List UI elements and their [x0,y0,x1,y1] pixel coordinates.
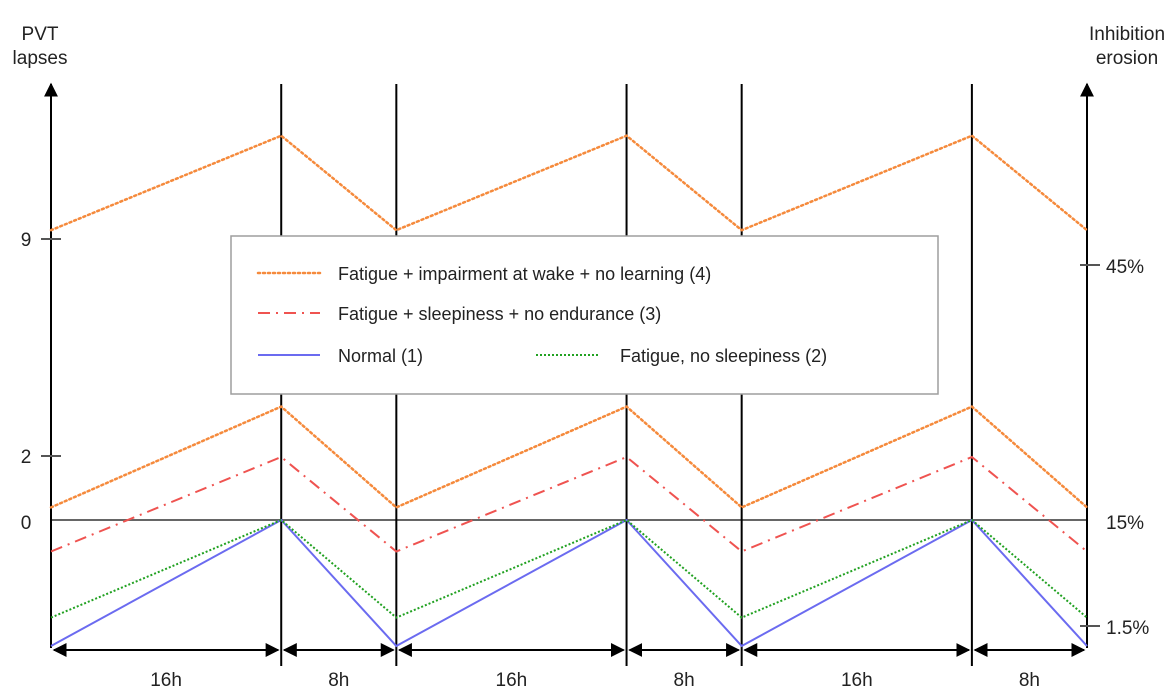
tick-layer: 9 2 0 45% 15% 1.5% [21,230,1150,639]
duration-label-1: 16h [150,670,182,691]
left-tick-label-2: 2 [21,447,32,468]
right-axis-label-line1: Inhibition [1089,24,1165,45]
legend-label-s3: Fatigue + sleepiness + no endurance (3) [338,304,661,324]
series-line-s4-1 [49,134,1089,232]
legend-label-s4: Fatigue + impairment at wake + no learni… [338,264,711,284]
legend-label-s2: Fatigue, no sleepiness (2) [620,346,827,366]
left-tick-label-0: 0 [21,513,32,534]
right-axis-label-line2: erosion [1096,48,1158,69]
right-tick-label-45: 45% [1106,257,1144,278]
series-line-s2-1 [50,518,1088,619]
legend-label-s1: Normal (1) [338,346,423,366]
duration-label-6: 8h [1019,670,1040,691]
series-line-s1-1 [50,518,1088,648]
axis-labels: PVT lapses Inhibition erosion [13,24,1165,69]
series-line-s4-2 [49,405,1089,509]
left-tick-label-9: 9 [21,230,32,251]
right-tick-label-1-5: 1.5% [1106,618,1149,639]
legend: Fatigue + impairment at wake + no learni… [230,235,939,395]
duration-layer: 16h 8h 16h 8h 16h 8h [52,643,1086,691]
left-axis-label-line2: lapses [13,48,68,69]
series-line-s3-1 [50,455,1088,553]
duration-label-5: 16h [841,670,873,691]
right-tick-label-15: 15% [1106,513,1144,534]
series-layer [49,134,1089,648]
duration-label-2: 8h [328,670,349,691]
duration-label-3: 16h [496,670,528,691]
left-axis-label-line1: PVT [22,24,59,45]
legend-box [230,235,939,395]
duration-label-4: 8h [674,670,695,691]
